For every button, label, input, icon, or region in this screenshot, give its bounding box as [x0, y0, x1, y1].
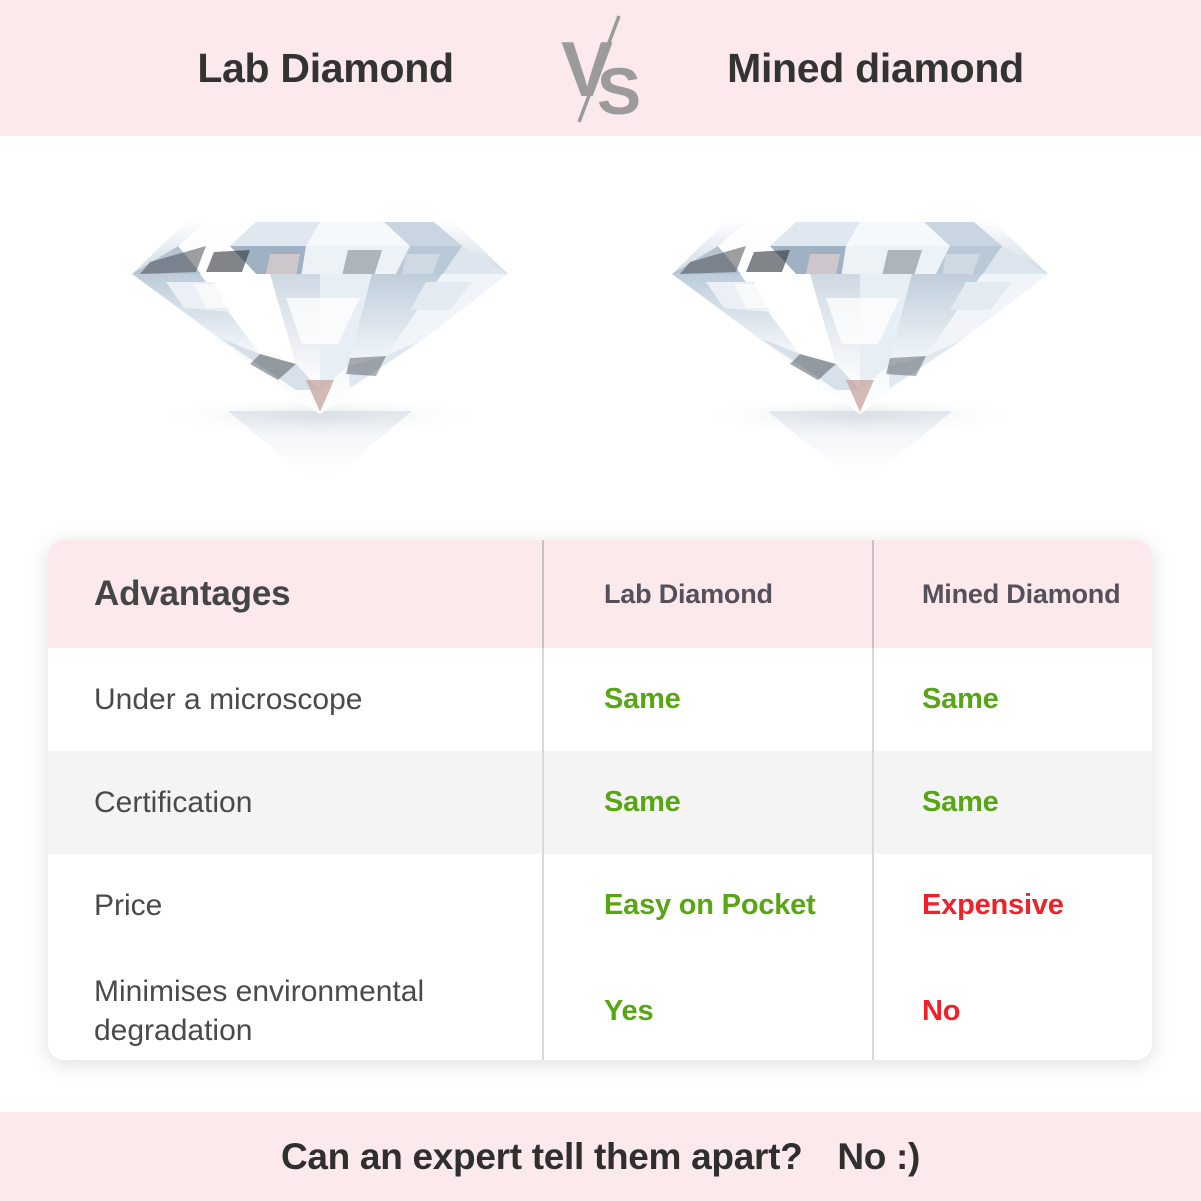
- row-lab-value: Yes: [604, 994, 654, 1027]
- footer-text-wrap: Can an expert tell them apart? No :): [281, 1136, 920, 1178]
- row-label: Minimises environmental degradation: [94, 975, 425, 1047]
- row-mined-value: No: [922, 994, 961, 1027]
- row-mined-cell: Expensive: [872, 854, 1152, 957]
- row-mined-value: Expensive: [922, 889, 1064, 921]
- row-label: Price: [94, 889, 163, 922]
- lab-diamond-image: [110, 158, 530, 488]
- footer-answer: No :): [837, 1135, 921, 1177]
- row-mined-cell: Same: [872, 648, 1152, 751]
- table-header-mined-cell: Mined Diamond: [872, 540, 1152, 648]
- header-right-title-wrap: Mined diamond: [661, 45, 1091, 92]
- row-lab-cell: Same: [542, 751, 872, 854]
- vs-slash-icon: V S: [541, 8, 661, 128]
- mined-diamond-image: [650, 158, 1070, 488]
- header-banner: Lab Diamond V S Mined diamond: [0, 0, 1201, 136]
- table-header-feature-cell: Advantages: [48, 540, 542, 648]
- row-lab-value: Same: [604, 683, 681, 715]
- header-right-title: Mined diamond: [727, 44, 1024, 91]
- table-row: Under a microscope Same Same: [48, 648, 1152, 751]
- footer-question: Can an expert tell them apart?: [280, 1135, 803, 1177]
- header-inner: Lab Diamond V S Mined diamond: [0, 8, 1201, 128]
- column-header-mined-diamond: Mined Diamond: [922, 578, 1121, 609]
- row-lab-cell: Yes: [542, 957, 872, 1060]
- row-mined-cell: No: [872, 957, 1152, 1060]
- footer-banner: Can an expert tell them apart? No :): [0, 1112, 1201, 1201]
- table-row: Minimises environmental degradation Yes …: [48, 957, 1152, 1060]
- row-mined-value: Same: [922, 683, 999, 715]
- table-row: Price Easy on Pocket Expensive: [48, 854, 1152, 957]
- comparison-table: Advantages Lab Diamond Mined Diamond Und…: [48, 540, 1152, 1060]
- table-header-row: Advantages Lab Diamond Mined Diamond: [48, 540, 1152, 648]
- table-row: Certification Same Same: [48, 751, 1152, 854]
- table-header-lab-cell: Lab Diamond: [542, 540, 872, 648]
- row-feature-cell: Certification: [48, 751, 542, 854]
- svg-text:S: S: [597, 54, 641, 128]
- advantages-heading: Advantages: [94, 574, 291, 613]
- row-mined-value: Same: [922, 786, 999, 818]
- row-lab-value: Same: [604, 786, 681, 818]
- row-feature-cell: Price: [48, 854, 542, 957]
- row-feature-cell: Under a microscope: [48, 648, 542, 751]
- header-left-title: Lab Diamond: [197, 44, 454, 91]
- row-lab-value: Easy on Pocket: [604, 889, 816, 921]
- row-lab-cell: Easy on Pocket: [542, 854, 872, 957]
- row-feature-cell: Minimises environmental degradation: [48, 957, 542, 1060]
- row-label: Under a microscope: [94, 683, 363, 716]
- header-left-title-wrap: Lab Diamond: [111, 45, 541, 92]
- row-mined-cell: Same: [872, 751, 1152, 854]
- row-label: Certification: [94, 786, 253, 819]
- column-header-lab-diamond: Lab Diamond: [604, 578, 773, 609]
- row-lab-cell: Same: [542, 648, 872, 751]
- diamond-image-row: [0, 136, 1201, 528]
